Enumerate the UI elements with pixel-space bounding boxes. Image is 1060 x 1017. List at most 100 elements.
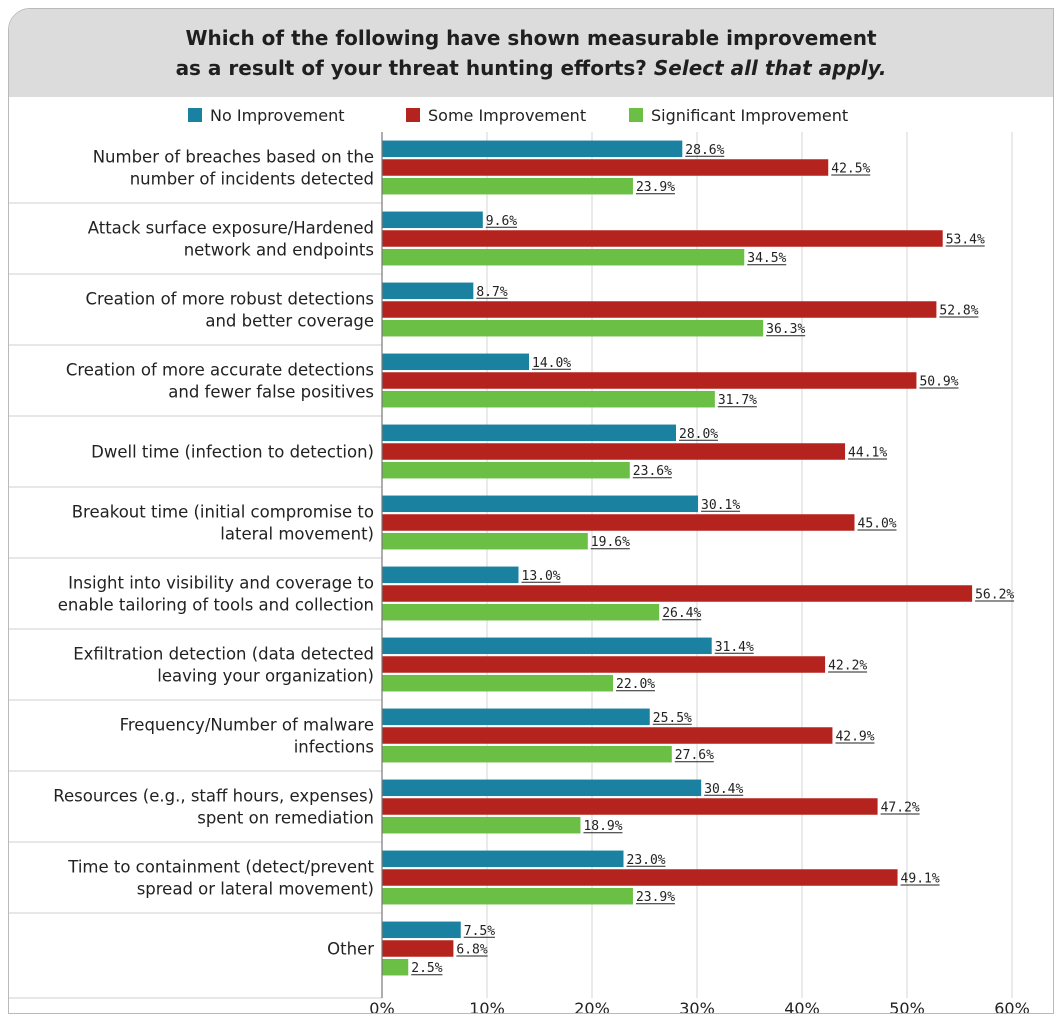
x-tick-label: 50% (889, 999, 925, 1013)
data-label: 50.9% (919, 375, 958, 390)
bar-no-improvement (382, 708, 650, 726)
bar-some-improvement (382, 585, 973, 602)
data-label: 52.8% (939, 304, 978, 319)
data-label: 25.5% (653, 711, 692, 726)
legend-swatch-significant-improvement (629, 108, 643, 122)
bar-no-improvement (382, 566, 519, 584)
bar-no-improvement (382, 850, 624, 868)
data-label: 23.0% (627, 853, 666, 868)
bar-some-improvement (382, 798, 878, 815)
chart-header: Which of the following have shown measur… (9, 9, 1053, 97)
bar-some-improvement (382, 443, 846, 460)
bar-some-improvement (382, 514, 855, 531)
bar-some-improvement (382, 230, 943, 247)
bar-chart: No Improvement Some Improvement Significan… (9, 106, 1030, 1013)
bar-some-improvement (382, 869, 898, 886)
bar-no-improvement (382, 495, 699, 513)
category-label: Creation of more robust detections (86, 290, 374, 309)
data-label: 26.4% (662, 606, 701, 621)
data-label: 23.9% (636, 180, 675, 195)
data-label: 45.0% (858, 517, 897, 532)
bar-some-improvement (382, 727, 833, 744)
category-label: Dwell time (infection to detection) (91, 443, 374, 462)
legend-label-significant-improvement: Significant Improvement (651, 106, 848, 125)
legend-label-no-improvement: No Improvement (210, 106, 344, 125)
category-label: Insight into visibility and coverage to (68, 574, 374, 593)
category-label: leaving your organization) (157, 667, 374, 686)
data-label: 6.8% (456, 943, 487, 958)
data-label: 31.7% (718, 393, 757, 408)
bar-no-improvement (382, 921, 461, 939)
bar-no-improvement (382, 779, 702, 797)
data-label: 7.5% (464, 924, 495, 939)
data-label: 14.0% (532, 356, 571, 371)
legend-label-some-improvement: Some Improvement (428, 106, 586, 125)
data-label: 53.4% (946, 233, 985, 248)
chart-title-line-2-main: as a result of your threat hunting effor… (175, 56, 654, 80)
data-label: 9.6% (486, 214, 517, 229)
category-label: network and endpoints (184, 241, 374, 260)
category-label: Breakout time (initial compromise to (72, 503, 374, 522)
bar-significant-improvement (382, 887, 633, 905)
x-tick-label: 0% (369, 999, 394, 1013)
data-label: 30.4% (704, 782, 743, 797)
data-label: 31.4% (715, 640, 754, 655)
bar-significant-improvement (382, 390, 715, 408)
bar-some-improvement (382, 301, 937, 318)
bar-no-improvement (382, 424, 676, 442)
data-label: 44.1% (848, 446, 887, 461)
chart-title-line-2: as a result of your threat hunting effor… (176, 53, 887, 83)
data-label: 34.5% (747, 251, 786, 266)
category-label: Other (327, 940, 374, 959)
category-label: Attack surface exposure/Hardened (88, 219, 374, 238)
data-label: 13.0% (522, 569, 561, 584)
chart-title-emphasis: Select all that apply. (653, 56, 887, 80)
x-tick-label: 40% (784, 999, 820, 1013)
data-label: 19.6% (591, 535, 630, 550)
bar-significant-improvement (382, 177, 633, 195)
bar-no-improvement (382, 637, 712, 655)
data-label: 56.2% (975, 588, 1014, 603)
chart-title-line-1: Which of the following have shown measur… (185, 26, 877, 50)
data-label: 23.6% (633, 464, 672, 479)
bar-significant-improvement (382, 603, 660, 621)
data-label: 42.9% (835, 730, 874, 745)
data-label: 42.2% (828, 659, 867, 674)
category-label: number of incidents detected (130, 170, 374, 189)
data-label: 28.6% (685, 143, 724, 158)
x-tick-label: 20% (574, 999, 610, 1013)
bar-some-improvement (382, 656, 826, 673)
data-label: 23.9% (636, 890, 675, 905)
bar-significant-improvement (382, 816, 581, 834)
bar-some-improvement (382, 372, 917, 389)
data-label: 27.6% (675, 748, 714, 763)
data-label: 2.5% (411, 961, 442, 976)
bar-no-improvement (382, 140, 683, 158)
data-label: 22.0% (616, 677, 655, 692)
x-tick-label: 30% (679, 999, 715, 1013)
legend-swatch-some-improvement (406, 108, 420, 122)
category-label: and fewer false positives (168, 383, 374, 402)
bar-significant-improvement (382, 745, 672, 763)
category-label: Exfiltration detection (data detected (73, 645, 374, 664)
bar-significant-improvement (382, 319, 764, 337)
bar-no-improvement (382, 211, 483, 229)
bar-significant-improvement (382, 958, 409, 976)
bar-some-improvement (382, 159, 829, 176)
bar-significant-improvement (382, 248, 745, 266)
data-label: 30.1% (701, 498, 740, 513)
category-label: Creation of more accurate detections (66, 361, 374, 380)
data-label: 47.2% (881, 801, 920, 816)
category-label: and better coverage (205, 312, 374, 331)
category-label: spent on remediation (197, 809, 374, 828)
bar-no-improvement (382, 353, 529, 371)
category-label: infections (294, 738, 374, 757)
category-label: spread or lateral movement) (137, 880, 374, 899)
x-tick-label: 10% (469, 999, 505, 1013)
data-label: 18.9% (583, 819, 622, 834)
data-label: 28.0% (679, 427, 718, 442)
bar-no-improvement (382, 282, 474, 300)
data-label: 36.3% (766, 322, 805, 337)
chart-frame: Which of the following have shown measur… (8, 8, 1054, 1014)
bar-significant-improvement (382, 461, 630, 479)
